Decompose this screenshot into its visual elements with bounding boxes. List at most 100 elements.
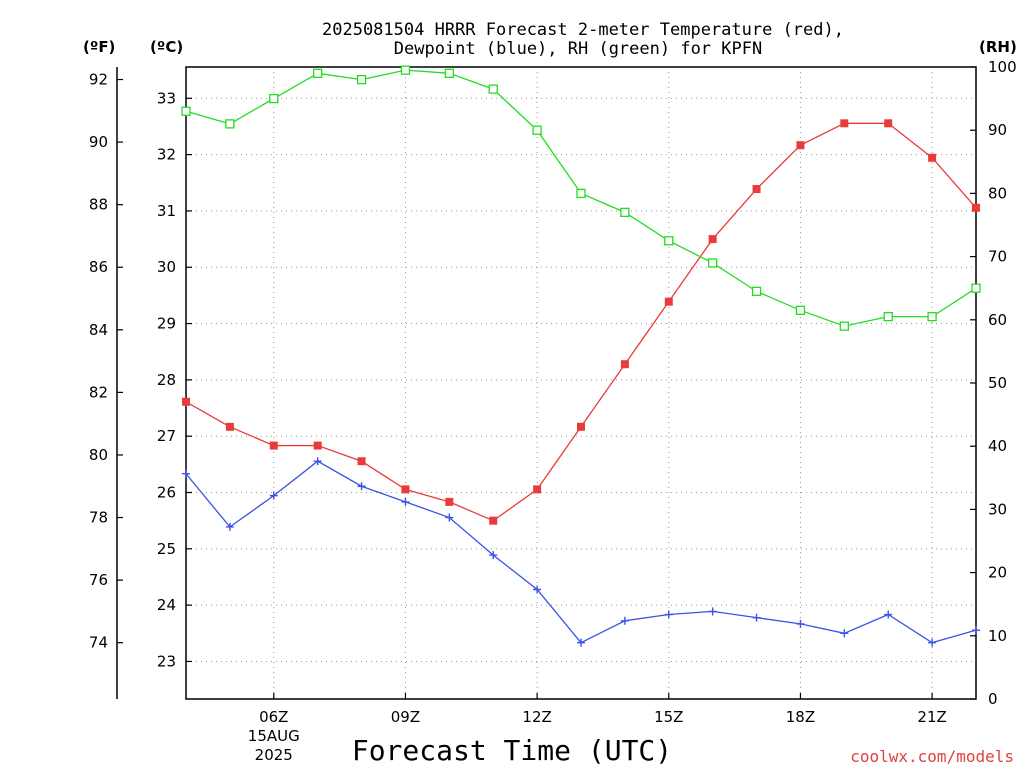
data-series (181, 65, 981, 647)
rh-point (225, 119, 235, 129)
rh-point (927, 311, 937, 322)
rh-point (576, 188, 586, 199)
celsius-tick-label: 27 (157, 427, 176, 445)
credit-text: coolwx.com/models (850, 747, 1014, 766)
temperature-point (269, 441, 278, 450)
rh-point (488, 84, 498, 94)
rh-point (883, 311, 893, 322)
temperature-point (225, 422, 234, 431)
dewpoint-point (225, 522, 234, 531)
temperature-point (972, 203, 980, 212)
celsius-unit-label: (ºC) (150, 38, 183, 56)
chart-title-line1: 2025081504 HRRR Forecast 2-meter Tempera… (322, 20, 844, 40)
axes (116, 66, 977, 700)
temperature-point (357, 457, 366, 466)
dewpoint-point (269, 491, 278, 500)
celsius-tick-label: 30 (157, 258, 176, 276)
temperature-point (884, 119, 893, 128)
rh-tick-label: 70 (988, 248, 1007, 266)
fahrenheit-tick-label: 84 (89, 321, 108, 339)
fahrenheit-tick-label: 74 (89, 634, 108, 652)
rh-point (664, 236, 674, 246)
dewpoint-point (620, 616, 629, 625)
rh-unit-label: (RH) (979, 38, 1017, 56)
x-axis-label: Forecast Time (UTC) (352, 734, 672, 767)
dewpoint-point (840, 629, 849, 638)
rh-tick-label: 0 (988, 690, 998, 708)
dewpoint-point (884, 610, 893, 619)
rh-point (313, 68, 323, 78)
fahrenheit-tick-label: 90 (89, 133, 108, 151)
x-tick-year: 2025 (255, 746, 293, 764)
rh-tick-label: 100 (988, 58, 1017, 76)
temperature-point (664, 297, 673, 306)
fahrenheit-tick-label: 82 (89, 383, 108, 401)
rh-point (181, 106, 191, 116)
dewpoint-point (708, 607, 717, 616)
rh-point (839, 321, 849, 331)
x-tick-label: 21Z (917, 708, 946, 726)
rh-tick-label: 50 (988, 374, 1007, 392)
temperature-point (489, 516, 498, 525)
rh-point (620, 207, 630, 218)
rh-point (444, 68, 454, 78)
dewpoint-point (533, 585, 542, 594)
temperature-point (928, 153, 937, 162)
fahrenheit-tick-label: 88 (89, 196, 108, 214)
temperature-point (401, 485, 410, 494)
plot-frame (185, 66, 977, 700)
rh-point (532, 125, 542, 135)
rh-tick-label: 40 (988, 437, 1007, 455)
rh-tick-label: 20 (988, 564, 1007, 582)
temperature-series (182, 119, 980, 525)
x-tick-date: 15AUG (248, 727, 300, 745)
x-tick-label: 06Z (259, 708, 288, 726)
dewpoint-point (489, 551, 498, 560)
rh-point (751, 286, 762, 297)
grid-lines (186, 67, 976, 699)
fahrenheit-tick-label: 78 (89, 509, 108, 527)
chart-title-line2: Dewpoint (blue), RH (green) for KPFN (394, 39, 762, 59)
temperature-point (313, 441, 322, 450)
celsius-tick-label: 29 (157, 315, 176, 333)
dewpoint-point (752, 613, 761, 622)
rh-point (795, 305, 806, 315)
dewpoint-point (182, 469, 190, 478)
dewpoint-line (185, 460, 977, 644)
temperature-point (796, 141, 805, 150)
x-tick-label: 15Z (654, 708, 683, 726)
fahrenheit-tick-label: 92 (89, 71, 108, 89)
rh-point (971, 283, 981, 293)
rh-series (181, 65, 981, 331)
celsius-tick-label: 33 (157, 89, 176, 107)
celsius-tick-label: 24 (157, 596, 176, 614)
dewpoint-point (401, 497, 410, 506)
rh-point (356, 74, 367, 85)
rh-tick-label: 80 (988, 184, 1007, 202)
x-tick-label: 18Z (786, 708, 815, 726)
rh-point (400, 65, 411, 75)
dewpoint-point (577, 638, 585, 647)
fahrenheit-tick-label: 76 (89, 571, 108, 589)
x-tick-label: 12Z (522, 708, 551, 726)
celsius-tick-label: 23 (157, 652, 176, 670)
rh-line (185, 69, 977, 327)
x-tick-label: 09Z (391, 708, 420, 726)
dewpoint-series (182, 457, 980, 647)
temperature-point (533, 485, 542, 494)
rh-tick-label: 60 (988, 311, 1007, 329)
dewpoint-point (928, 638, 937, 647)
rh-tick-label: 90 (988, 121, 1007, 139)
temperature-point (708, 235, 717, 244)
temperature-line (185, 122, 977, 522)
celsius-tick-label: 25 (157, 540, 176, 558)
dewpoint-point (664, 610, 673, 619)
dewpoint-point (445, 513, 454, 522)
temperature-point (445, 497, 454, 506)
celsius-tick-label: 28 (157, 371, 176, 389)
temperature-point (840, 119, 849, 128)
fahrenheit-unit-label: (ºF) (83, 38, 115, 56)
rh-tick-label: 10 (988, 627, 1007, 645)
rh-tick-label: 30 (988, 500, 1007, 518)
dewpoint-point (313, 457, 322, 466)
